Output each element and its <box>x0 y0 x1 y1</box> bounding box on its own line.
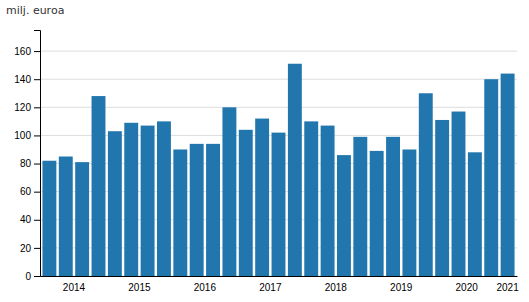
x-tick-label: 2020 <box>456 282 479 293</box>
y-tick-mark <box>34 107 40 108</box>
y-tick-mark <box>34 220 40 221</box>
bar <box>452 112 466 276</box>
y-tick-mark <box>34 51 40 52</box>
bar <box>239 130 253 276</box>
x-tick: 2019 <box>390 282 413 293</box>
y-tick: 0 <box>25 271 40 282</box>
bar <box>321 126 335 276</box>
x-tick: 2016 <box>194 282 217 293</box>
y-tick-mark <box>34 192 40 193</box>
bar <box>141 126 155 276</box>
x-tick-label: 2014 <box>63 282 86 293</box>
bar <box>435 120 449 276</box>
y-axis: 0 20 40 60 80 100 120 140 160 <box>14 31 40 282</box>
bar <box>59 157 73 276</box>
bar <box>337 155 351 276</box>
y-tick-label: 40 <box>20 214 32 225</box>
y-tick-label: 100 <box>14 130 31 141</box>
bar <box>75 162 89 276</box>
y-tick: 80 <box>20 158 40 169</box>
y-tick: 60 <box>20 186 40 197</box>
y-tick: 20 <box>20 243 40 254</box>
x-tick: 2020 <box>456 282 479 293</box>
bar <box>255 119 269 276</box>
bar <box>92 96 106 276</box>
x-tick: 2021 <box>496 282 519 293</box>
grid <box>40 51 517 276</box>
bar <box>42 161 56 276</box>
bar <box>370 151 384 276</box>
bar <box>272 133 286 276</box>
x-tick-label: 2021 <box>496 282 519 293</box>
bar <box>190 144 204 276</box>
bar <box>484 79 498 276</box>
x-tick: 2018 <box>325 282 348 293</box>
bar <box>419 93 433 276</box>
grid-line <box>40 79 517 80</box>
chart: 0204060801001201401602014201520162017201… <box>0 0 529 302</box>
x-tick-label: 2015 <box>128 282 151 293</box>
y-tick-label: 140 <box>14 74 31 85</box>
y-tick-mark <box>34 164 40 165</box>
y-tick-label: 80 <box>20 158 32 169</box>
y-tick: 140 <box>14 74 40 85</box>
bar <box>288 64 302 276</box>
grid-line <box>40 107 517 108</box>
y-tick: 160 <box>14 46 40 57</box>
y-tick-label: 160 <box>14 46 31 57</box>
x-tick: 2017 <box>259 282 282 293</box>
bar <box>386 137 400 276</box>
y-axis-line <box>34 31 41 277</box>
bar <box>468 152 482 276</box>
bar <box>222 107 236 276</box>
x-tick-label: 2017 <box>259 282 282 293</box>
bar <box>108 131 122 276</box>
y-tick-label: 60 <box>20 186 32 197</box>
y-tick: 120 <box>14 102 40 113</box>
y-tick: 100 <box>14 130 40 141</box>
bar <box>353 137 367 276</box>
y-axis-title: milj. euroa <box>6 4 64 17</box>
y-tick-mark <box>34 248 40 249</box>
x-tick: 2014 <box>63 282 86 293</box>
y-tick-mark <box>34 79 40 80</box>
y-tick-mark <box>34 276 40 277</box>
y-tick-mark <box>34 135 40 136</box>
bar <box>173 149 187 276</box>
y-tick-label: 120 <box>14 102 31 113</box>
grid-line <box>40 51 517 52</box>
x-axis-line <box>41 276 518 277</box>
x-tick-label: 2016 <box>194 282 217 293</box>
bar <box>501 74 515 276</box>
x-tick-label: 2018 <box>325 282 348 293</box>
x-tick-label: 2019 <box>390 282 413 293</box>
bar <box>124 123 138 276</box>
y-tick-label: 0 <box>25 271 31 282</box>
bar <box>304 121 318 276</box>
bars <box>42 64 514 276</box>
bar <box>206 144 220 276</box>
x-tick: 2015 <box>128 282 151 293</box>
y-tick-label: 20 <box>20 243 32 254</box>
plot: 0204060801001201401602014201520162017201… <box>14 31 519 294</box>
bar <box>157 121 171 276</box>
bar <box>402 149 416 276</box>
y-tick: 40 <box>20 214 40 225</box>
x-axis: 2014 2015 2016 2017 2018 2019 2020 2021 <box>41 277 520 294</box>
